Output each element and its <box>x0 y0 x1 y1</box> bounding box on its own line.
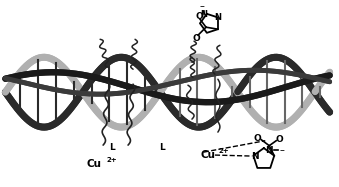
Text: N: N <box>265 145 273 155</box>
Text: N: N <box>200 10 207 19</box>
Text: O: O <box>275 135 283 144</box>
Text: 2+: 2+ <box>219 148 230 154</box>
Text: N: N <box>214 13 221 22</box>
Text: Cu: Cu <box>87 159 102 169</box>
Text: –: – <box>199 1 204 11</box>
Text: Cu: Cu <box>200 150 215 160</box>
Text: O: O <box>195 12 203 21</box>
Text: O: O <box>254 134 261 143</box>
Text: L: L <box>109 142 115 152</box>
Text: N: N <box>251 151 259 161</box>
Text: O: O <box>192 34 200 43</box>
Text: –: – <box>279 145 284 155</box>
Text: L: L <box>159 142 165 152</box>
Text: 2+: 2+ <box>106 157 117 163</box>
